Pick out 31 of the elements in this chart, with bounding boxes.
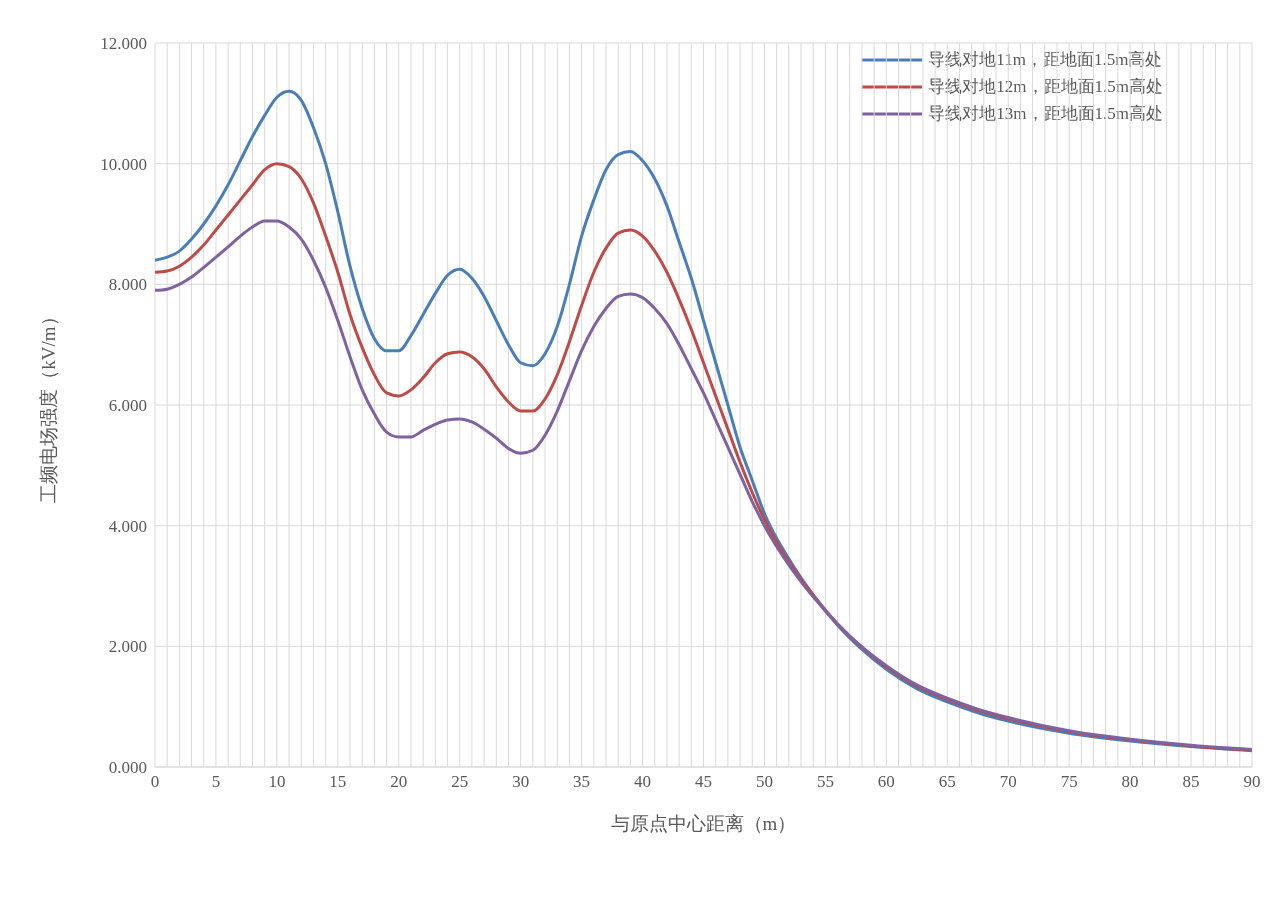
x-tick-label: 75 <box>1060 772 1078 792</box>
x-tick-label: 85 <box>1182 772 1200 792</box>
legend-label: 导线对地11m，距地面1.5m高处 <box>928 49 1163 71</box>
y-tick-label: 10.000 <box>100 154 147 174</box>
y-axis-title: 工频电场强度（kV/m） <box>37 307 59 503</box>
x-tick-label: 25 <box>451 772 469 792</box>
x-tick-label: 15 <box>329 772 347 792</box>
x-tick-label: 70 <box>999 772 1017 792</box>
y-tick-label: 6.000 <box>108 396 147 416</box>
x-axis-title: 与原点中心距离（m） <box>610 813 797 834</box>
x-tick-label: 5 <box>211 772 221 792</box>
y-tick-label: 12.000 <box>100 34 147 54</box>
y-tick-label: 4.000 <box>108 516 147 536</box>
x-tick-label: 10 <box>268 772 286 792</box>
legend-label: 导线对地13m，距地面1.5m高处 <box>928 103 1163 125</box>
x-tick-label: 0 <box>150 772 160 792</box>
x-tick-label: 40 <box>634 772 652 792</box>
legend-label: 导线对地12m，距地面1.5m高处 <box>928 76 1163 98</box>
y-tick-label: 0.000 <box>108 758 147 778</box>
x-tick-label: 35 <box>573 772 591 792</box>
x-tick-label: 90 <box>1243 772 1261 792</box>
x-tick-label: 20 <box>390 772 408 792</box>
x-tick-label: 60 <box>877 772 895 792</box>
x-tick-label: 65 <box>938 772 956 792</box>
x-tick-label: 80 <box>1121 772 1139 792</box>
x-tick-label: 45 <box>695 772 712 792</box>
x-tick-label: 30 <box>512 772 530 792</box>
x-tick-label: 50 <box>755 772 773 792</box>
x-tick-label: 55 <box>816 772 834 792</box>
y-tick-label: 8.000 <box>108 275 147 295</box>
y-tick-label: 2.000 <box>108 637 147 657</box>
